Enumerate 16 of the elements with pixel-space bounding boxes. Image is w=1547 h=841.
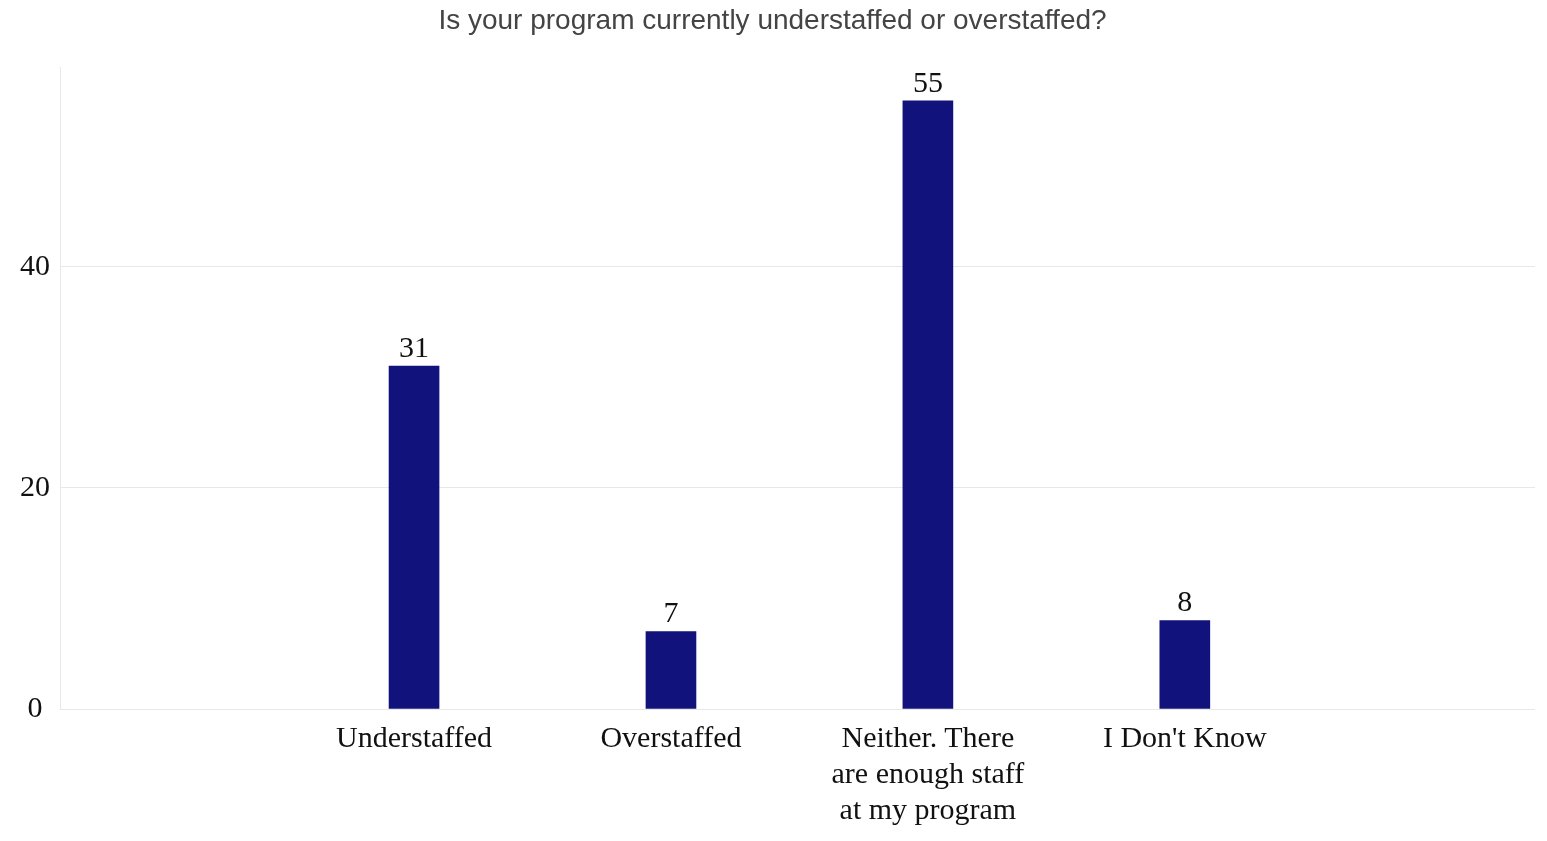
- data-label: 8: [1177, 584, 1193, 618]
- bar: [1159, 620, 1211, 709]
- y-tick-label: 0: [27, 689, 43, 723]
- data-label: 7: [663, 595, 679, 629]
- x-tick-label: Overstaffed: [600, 719, 742, 753]
- bar: [645, 631, 697, 709]
- chart-title: Is your program currently understaffed or overstaffed?: [438, 3, 1107, 35]
- x-tick-label: Neither. There are enough staff at my program: [831, 719, 1025, 825]
- y-tick-label: 20: [20, 468, 50, 502]
- bar: [902, 100, 954, 709]
- x-tick-label: Understaffed: [336, 719, 493, 753]
- bar: [388, 365, 440, 709]
- data-label: 55: [912, 64, 943, 98]
- y-tick-label: 40: [20, 247, 50, 281]
- data-label: 31: [399, 330, 430, 364]
- x-tick-label: I Don't Know: [1102, 719, 1268, 753]
